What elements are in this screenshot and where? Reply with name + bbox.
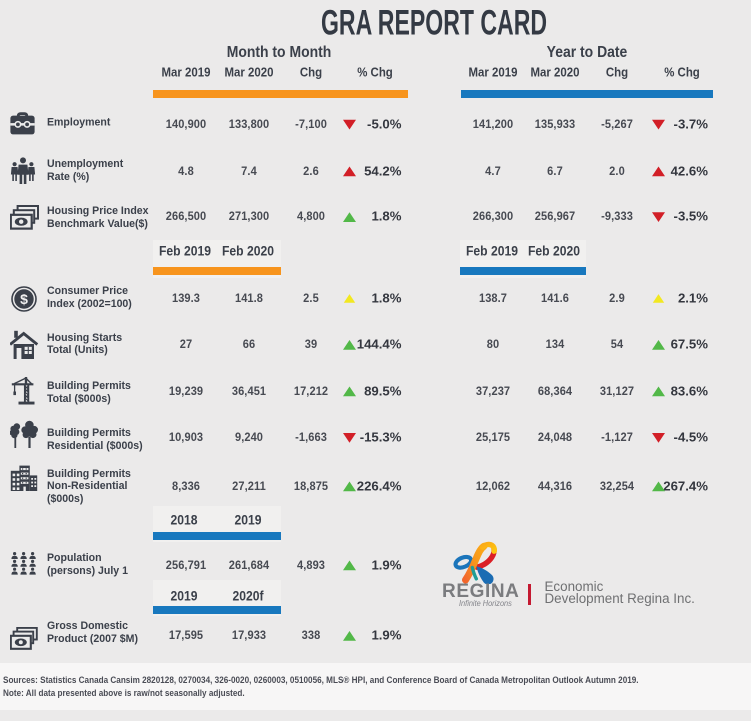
svg-text:$: $ [20,291,28,307]
